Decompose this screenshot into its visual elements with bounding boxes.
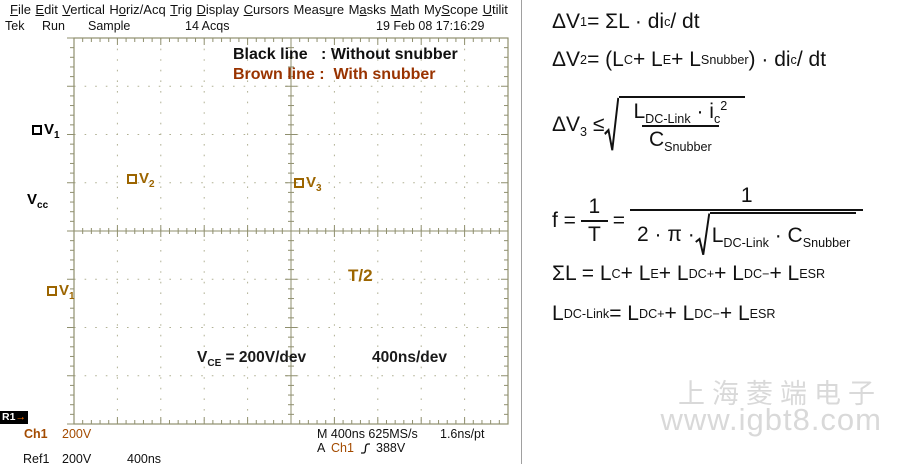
run-status: Run bbox=[42, 19, 65, 33]
vce-scale-label: VCE = 200V/dev bbox=[197, 349, 307, 370]
resolution-readout: 1.6ns/pt bbox=[440, 427, 485, 441]
ref1-time-readout: 400ns bbox=[127, 452, 162, 464]
graticule bbox=[67, 37, 509, 425]
ref1-position-marker[interactable]: R1→ bbox=[0, 411, 28, 424]
timebase-readout: M 400ns 625MS/s bbox=[317, 427, 418, 441]
watermark-company: 上海菱端电子 bbox=[678, 379, 882, 409]
panel-divider bbox=[521, 0, 522, 464]
delta-box-icon bbox=[32, 125, 42, 135]
legend-without-snubber: Black line : Without snubber bbox=[233, 46, 458, 63]
radical-icon bbox=[604, 97, 620, 151]
ref1-scale-readout: 200V bbox=[62, 452, 92, 464]
delta-box-icon bbox=[294, 178, 304, 188]
watermark-url: www.igbt8.com bbox=[660, 402, 882, 437]
menu-item-myscope[interactable]: MyScope bbox=[423, 2, 479, 17]
time-scale-label: 400ns/dev bbox=[372, 349, 447, 366]
legend-with-snubber: Brown line : With snubber bbox=[233, 66, 436, 83]
delta-v1-brown-label: V1 bbox=[47, 283, 75, 302]
rising-edge-icon bbox=[361, 443, 370, 454]
menu-item-masks[interactable]: Masks bbox=[348, 2, 387, 17]
right-arrow-icon: → bbox=[15, 411, 26, 423]
menu-item-math[interactable]: Math bbox=[390, 2, 420, 17]
delta-v1-label: V1 bbox=[32, 122, 60, 141]
acq-count: 14 Acqs bbox=[185, 19, 230, 33]
formula-dv1: ΔV 1 = ΣL · di c / dt bbox=[552, 10, 700, 33]
menu-item-horizacq[interactable]: Horiz/Acq bbox=[109, 2, 166, 17]
vcc-label: Vcc bbox=[27, 191, 49, 211]
datetime-label: 19 Feb 08 17:16:29 bbox=[376, 19, 485, 33]
ref1-label[interactable]: Ref1 bbox=[23, 452, 50, 464]
menu-item-vertical[interactable]: Vertical bbox=[62, 2, 105, 17]
ch1-scale-readout: 200V bbox=[62, 427, 92, 441]
delta-v3-label: V3 bbox=[294, 175, 322, 194]
delta-box-icon bbox=[127, 174, 137, 184]
ch1-label[interactable]: Ch1 bbox=[24, 427, 48, 441]
scope-menu-bar: File Edit Vertical Horiz/Acq Trig Display Curs… bbox=[0, 1, 514, 17]
delta-box-icon bbox=[47, 286, 57, 296]
trigger-source-readout: Ch1 bbox=[331, 441, 354, 455]
trigger-mode-readout: A bbox=[317, 441, 326, 455]
tek-logo: Tek bbox=[5, 19, 25, 33]
menu-item-display[interactable]: Display bbox=[196, 2, 240, 17]
trigger-level-readout: 388V bbox=[376, 441, 406, 455]
radical-icon bbox=[694, 213, 710, 255]
delta-v2-label: V2 bbox=[127, 171, 155, 190]
menu-item-file[interactable]: File bbox=[10, 2, 31, 17]
t-half-label: T/2 bbox=[348, 266, 373, 285]
menu-item-trig[interactable]: Trig bbox=[170, 2, 193, 17]
menu-item-measure[interactable]: Measure bbox=[293, 2, 345, 17]
menu-item-edit[interactable]: Edit bbox=[35, 2, 58, 17]
menu-item-cursors[interactable]: Cursors bbox=[243, 2, 290, 17]
formula-frequency: f = 1 T = 1 2 · π · LDC-Link · CSnubber bbox=[552, 184, 868, 257]
acq-mode: Sample bbox=[88, 19, 131, 33]
menu-item-utilit[interactable]: Utilit bbox=[482, 2, 508, 17]
formula-dc-link: L DC-Link = L DC+ + L DC− + L ESR bbox=[552, 302, 776, 325]
oscilloscope-panel: File Edit Vertical Horiz/Acq Trig Display Curs… bbox=[0, 1, 514, 464]
formula-dv3: ΔV3 ≤ LDC-Link · ic2 CSnubber bbox=[552, 96, 746, 153]
